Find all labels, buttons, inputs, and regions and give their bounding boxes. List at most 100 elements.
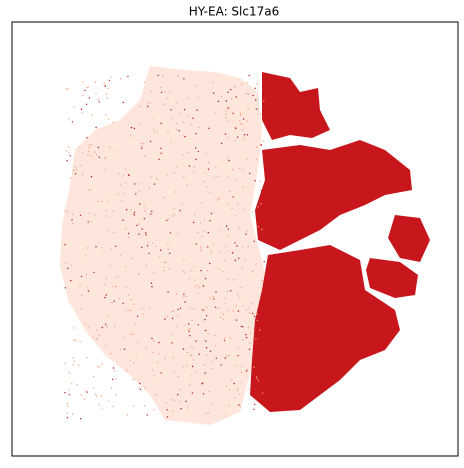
texture-dot (202, 285, 205, 287)
texture-dot (98, 334, 101, 337)
texture-dot (160, 86, 162, 89)
texture-dot (245, 233, 247, 235)
texture-dot (82, 81, 84, 83)
texture-dot (171, 317, 174, 320)
texture-dot (151, 119, 153, 121)
texture-dot (197, 292, 199, 294)
texture-dot (176, 123, 178, 125)
texture-dot (136, 341, 139, 343)
texture-dot (257, 380, 260, 382)
texture-dot (133, 405, 135, 407)
texture-dot (236, 245, 238, 247)
texture-dot (225, 113, 227, 115)
texture-dot (246, 230, 248, 232)
texture-dot (74, 166, 77, 169)
texture-dot (128, 309, 130, 312)
texture-dot (136, 315, 139, 317)
texture-dot (197, 231, 199, 234)
texture-dot (170, 399, 172, 401)
texture-dot (114, 276, 116, 279)
texture-dot (152, 271, 155, 273)
texture-dot (104, 296, 106, 299)
texture-dot (239, 405, 242, 408)
texture-dot (130, 209, 132, 211)
texture-dot (214, 334, 216, 337)
texture-dot (242, 339, 244, 341)
texture-dot (145, 264, 148, 266)
texture-dot (167, 218, 170, 220)
texture-dot (106, 314, 108, 316)
texture-dot (255, 263, 257, 265)
texture-dot (76, 383, 78, 386)
texture-dot (72, 364, 74, 366)
texture-dot (204, 329, 206, 332)
texture-dot (261, 392, 264, 394)
texture-dot (166, 409, 168, 411)
texture-dot (94, 214, 96, 216)
texture-dot (211, 403, 214, 406)
texture-dot (105, 93, 107, 95)
texture-dot (236, 136, 239, 138)
texture-dot (122, 101, 124, 104)
texture-dot (263, 87, 265, 89)
texture-dot (138, 190, 141, 192)
texture-dot (127, 236, 130, 238)
texture-dot (81, 294, 83, 296)
texture-dot (123, 193, 126, 195)
texture-dot (146, 101, 149, 104)
texture-dot (254, 180, 256, 182)
texture-dot (130, 333, 132, 336)
texture-dot (172, 356, 175, 359)
texture-dot (244, 259, 246, 261)
texture-dot (224, 259, 226, 262)
texture-dot (68, 394, 71, 396)
texture-dot (122, 302, 124, 304)
texture-dot (87, 287, 89, 289)
texture-dot (207, 246, 209, 248)
texture-dot (251, 302, 253, 305)
texture-dot (234, 87, 236, 89)
texture-dot (98, 156, 101, 158)
texture-dot (209, 250, 212, 252)
texture-dot (202, 230, 205, 232)
texture-dot (202, 309, 205, 311)
texture-dot (68, 372, 71, 374)
texture-dot (171, 333, 174, 335)
texture-dot (190, 354, 192, 356)
texture-dot (186, 184, 188, 186)
texture-dot (260, 319, 262, 322)
texture-dot (225, 100, 228, 102)
texture-dot (227, 228, 229, 230)
texture-dot (179, 307, 182, 309)
texture-dot (217, 100, 219, 103)
texture-dot (133, 211, 136, 214)
texture-dot (108, 146, 111, 148)
texture-dot (187, 407, 189, 409)
texture-dot (121, 200, 123, 202)
texture-dot (258, 329, 261, 331)
texture-dot (79, 418, 82, 420)
texture-dot (212, 92, 215, 94)
texture-dot (79, 340, 81, 343)
texture-dot (194, 279, 196, 281)
texture-dot (182, 348, 185, 350)
texture-dot (68, 389, 70, 391)
texture-dot (263, 261, 265, 263)
texture-dot (223, 339, 226, 342)
texture-dot (205, 340, 207, 342)
texture-dot (175, 166, 178, 168)
texture-dot (79, 214, 82, 216)
texture-dot (181, 204, 183, 206)
texture-dot (119, 349, 122, 351)
texture-dot (167, 243, 169, 245)
texture-dot (207, 231, 209, 234)
texture-dot (151, 242, 154, 244)
texture-dot (173, 371, 176, 373)
texture-dot (227, 175, 229, 177)
texture-dot (171, 342, 173, 344)
texture-dot (130, 257, 133, 260)
texture-dot (139, 203, 141, 205)
texture-dot (235, 305, 238, 307)
texture-dot (89, 188, 92, 190)
texture-dot (140, 142, 143, 145)
